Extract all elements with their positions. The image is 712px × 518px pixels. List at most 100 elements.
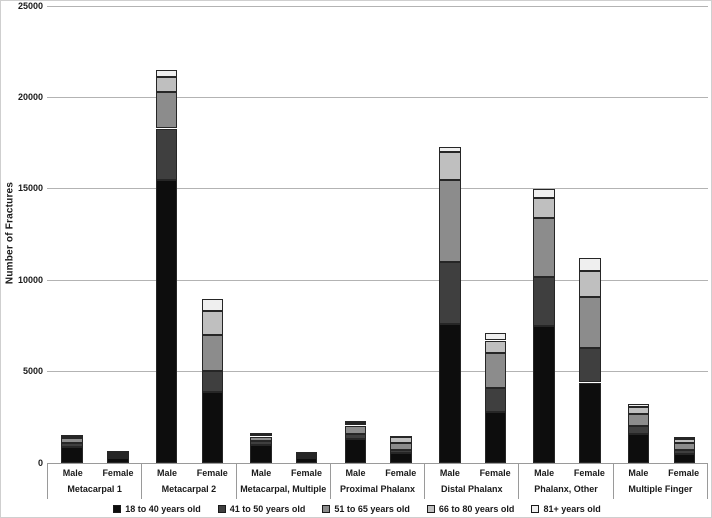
bar-segment — [250, 441, 272, 445]
bar-segment — [155, 179, 178, 463]
bar-segment — [250, 436, 272, 442]
group-label: Multiple Finger — [628, 484, 693, 494]
category-group-cell: Male Female Distal Phalanx — [424, 464, 518, 499]
legend-label: 18 to 40 years old — [125, 504, 201, 514]
bar-segment — [533, 197, 555, 218]
bar-segment — [673, 453, 696, 463]
female-label: Female — [385, 468, 417, 478]
category-group-cell: Male Female Phalanx, Other — [518, 464, 612, 499]
group-label: Distal Phalanx — [441, 484, 503, 494]
bar-segment — [627, 433, 650, 463]
legend: 18 to 40 years old 41 to 50 years old 51 t… — [1, 502, 712, 516]
bar-segment — [155, 128, 178, 180]
y-tick-label: 20000 — [17, 91, 43, 102]
y-gridline — [47, 96, 708, 98]
legend-label: 66 to 80 years old — [438, 504, 515, 514]
bar-segment — [61, 446, 83, 463]
category-group-cell: Male Female Metacarpal 1 — [47, 464, 141, 499]
bar-segment — [439, 324, 461, 463]
female-label: Female — [668, 468, 700, 478]
bar-segment — [107, 452, 129, 454]
bar-segment — [61, 442, 83, 447]
bar-segment — [344, 439, 367, 463]
y-tick-label: 15000 — [17, 183, 43, 194]
bar-segment — [673, 450, 696, 454]
y-gridline — [47, 5, 708, 7]
group-label: Proximal Phalanx — [339, 484, 415, 494]
plot-area — [47, 5, 708, 464]
bar-segment — [295, 454, 318, 457]
bar-segment — [61, 438, 83, 443]
bar-segment — [439, 179, 461, 262]
bar-segment — [439, 146, 461, 153]
y-tick-label: 0 — [37, 457, 43, 468]
bar-segment — [579, 347, 601, 383]
legend-swatch — [113, 505, 122, 513]
legend-item: 41 to 50 years old — [217, 504, 306, 514]
male-label: Male — [345, 468, 366, 478]
bar-segment — [579, 296, 601, 348]
bar-segment — [61, 435, 83, 439]
bar-segment — [201, 335, 223, 371]
legend-item: 81+ years old — [531, 504, 601, 514]
female-label: Female — [479, 468, 511, 478]
male-label: Male — [628, 468, 649, 478]
bar-segment — [107, 457, 129, 463]
category-group-cell: Male Female Metacarpal 2 — [141, 464, 235, 499]
bar-segment — [201, 370, 223, 392]
bar-segment — [627, 403, 650, 408]
bar-segment — [484, 353, 507, 388]
bar-segment — [295, 457, 318, 463]
legend-label: 41 to 50 years old — [229, 504, 306, 514]
bar-segment — [155, 70, 178, 78]
bar-segment — [250, 444, 272, 463]
bar-segment — [201, 298, 223, 312]
legend-label: 51 to 65 years old — [334, 504, 410, 514]
bar-segment — [390, 435, 412, 438]
female-label: Female — [573, 468, 605, 478]
category-group-cell: Male Female Proximal Phalanx — [329, 464, 424, 499]
bar-segment — [344, 425, 367, 434]
bar-segment — [484, 333, 507, 341]
bar-segment — [533, 325, 555, 463]
bar-segment — [484, 388, 507, 412]
legend-swatch — [531, 505, 540, 513]
bar-segment — [439, 261, 461, 325]
group-label: Metacarpal 2 — [161, 484, 217, 494]
y-tick-label: 5000 — [22, 366, 43, 377]
legend-swatch — [322, 505, 331, 513]
legend-item: 66 to 80 years old — [426, 504, 515, 514]
bar-segment — [673, 442, 696, 451]
bar-segment — [250, 433, 272, 437]
male-label: Male — [156, 468, 178, 478]
bar-segment — [579, 382, 601, 463]
legend-item: 18 to 40 years old — [113, 504, 201, 514]
bar-segment — [627, 407, 650, 414]
group-label: Phalanx, Other — [534, 484, 598, 494]
bar-segment — [201, 391, 223, 463]
male-label: Male — [251, 468, 272, 478]
bar-segment — [579, 258, 601, 272]
category-axis: Male Female Metacarpal 1 Male Female Metacarp… — [47, 463, 708, 499]
bar-segment — [344, 433, 367, 440]
group-label: Metacarpal 1 — [67, 484, 122, 494]
bar-segment — [533, 188, 555, 198]
bar-segment — [344, 421, 367, 423]
bar-segment — [344, 422, 367, 426]
y-axis-title: Number of Fractures — [4, 181, 16, 285]
bar-segment — [673, 436, 696, 440]
category-group-cell: Male Female Metacarpal, Multiple — [235, 464, 330, 499]
bar-segment — [390, 450, 412, 453]
bar-segment — [533, 276, 555, 326]
bar-segment — [390, 452, 412, 463]
bar-segment — [390, 437, 412, 443]
bar-segment — [107, 453, 129, 457]
bar-segment — [579, 271, 601, 297]
female-label: Female — [102, 468, 134, 478]
bar-segment — [155, 91, 178, 129]
bar-segment — [439, 152, 461, 180]
female-label: Female — [196, 468, 228, 478]
bar-segment — [533, 218, 555, 277]
y-gridline — [47, 188, 708, 190]
